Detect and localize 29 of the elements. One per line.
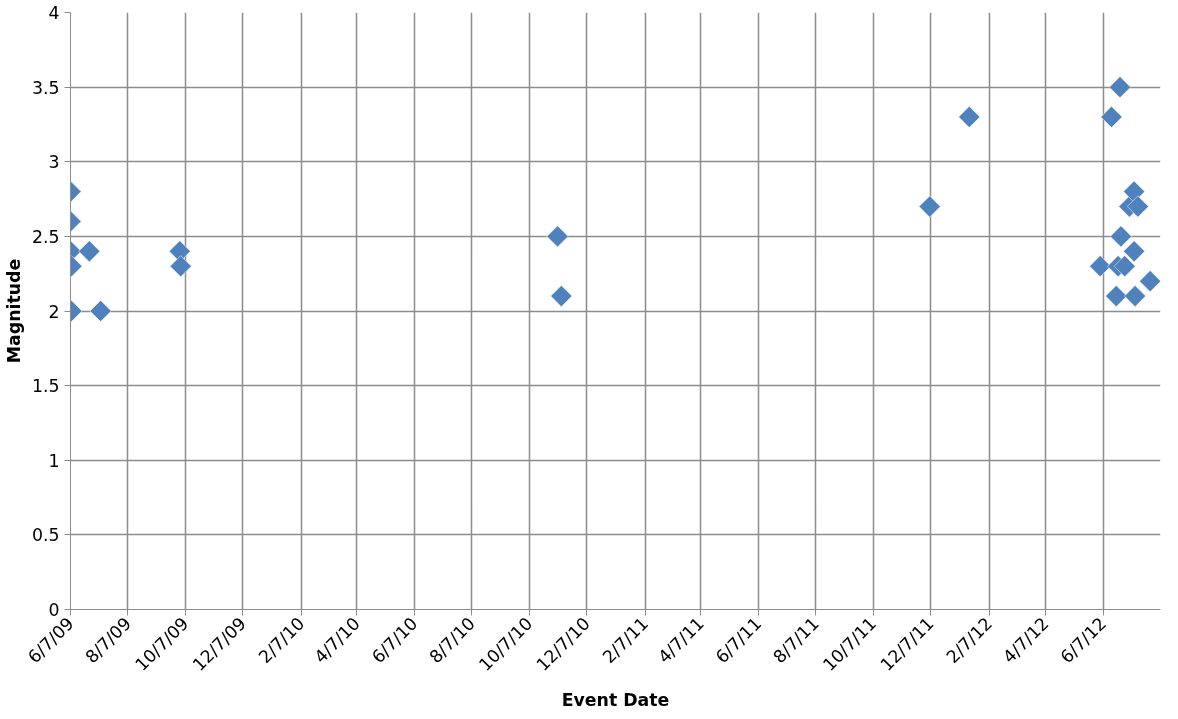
point xyxy=(1139,270,1161,293)
y-tick-label: 0 xyxy=(48,600,60,620)
y-axis-title: Magnitude xyxy=(3,258,24,364)
point xyxy=(1127,195,1149,218)
point xyxy=(78,240,101,263)
point xyxy=(89,300,112,322)
point xyxy=(550,285,573,307)
y-tick-label: 2.5 xyxy=(31,226,60,247)
point xyxy=(1123,180,1145,203)
point xyxy=(1089,255,1112,278)
point xyxy=(1124,285,1146,307)
y-tick-label: 3.5 xyxy=(31,77,60,98)
y-tick-label: 0.5 xyxy=(31,525,60,546)
point xyxy=(169,255,192,278)
y-tick-label: 1.5 xyxy=(31,376,60,397)
point xyxy=(1105,285,1128,307)
y-tick-label: 2 xyxy=(48,301,60,322)
point xyxy=(1109,76,1131,98)
point xyxy=(918,195,941,218)
point xyxy=(1110,225,1132,248)
point xyxy=(1100,106,1123,128)
point xyxy=(1123,240,1145,263)
point xyxy=(958,106,981,128)
y-tick-label: 4 xyxy=(48,3,60,23)
y-tick-label: 3 xyxy=(48,152,60,173)
x-axis-title: Event Date xyxy=(561,689,670,710)
y-tick-label: 1 xyxy=(48,450,60,471)
point xyxy=(1113,255,1136,278)
point xyxy=(546,225,569,248)
